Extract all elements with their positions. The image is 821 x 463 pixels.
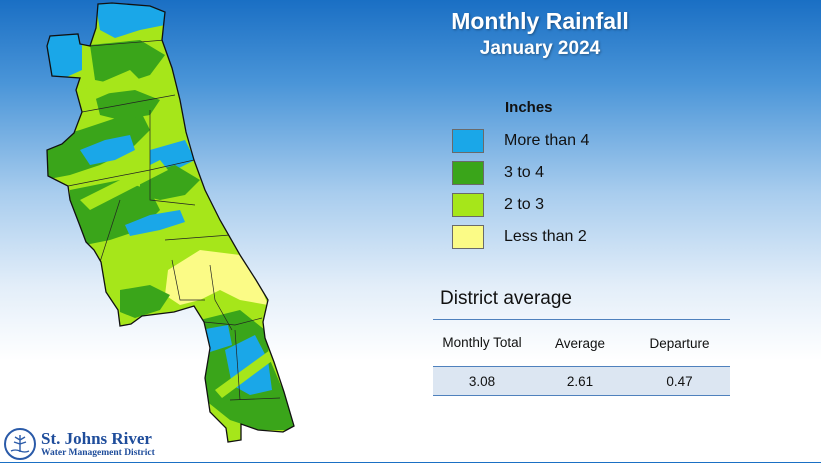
district-outline (46, 2, 295, 443)
rainfall-3-to-4-zone (120, 285, 170, 318)
legend-swatch (452, 225, 484, 249)
rainfall-2-to-3-streak (215, 350, 276, 398)
logo-name: St. Johns River (41, 429, 152, 448)
rainfall-more-than-4-zone (95, 3, 170, 38)
average-value: 2.61 (531, 366, 629, 396)
table-row: 3.08 2.61 0.47 (433, 366, 730, 396)
rainfall-3-to-4-zone (90, 40, 165, 85)
district-average-table: Monthly Total Average Departure 3.08 2.6… (433, 319, 730, 396)
district-area (47, 3, 294, 442)
logo-subtitle: Water Management District (41, 448, 155, 458)
rainfall-less-than-2-zone (165, 250, 268, 305)
legend-label: More than 4 (504, 132, 590, 149)
rainfall-more-than-4-zone (80, 135, 135, 165)
table-header-row: Monthly Total Average Departure (433, 319, 730, 367)
legend-swatch (452, 161, 484, 185)
river-emblem-icon (4, 428, 36, 460)
rainfall-3-to-4-zone (95, 90, 160, 120)
rainfall-more-than-4-zone (125, 210, 185, 236)
monthly-total-value: 3.08 (433, 366, 531, 396)
district-average-title: District average (440, 288, 572, 309)
column-header-monthly-total: Monthly Total (433, 319, 531, 367)
column-header-average: Average (531, 319, 629, 367)
map-subtitle: January 2024 (479, 38, 601, 59)
legend-swatch (452, 193, 484, 217)
county-borders (67, 39, 281, 401)
rainfall-2-to-3-streak (60, 70, 140, 110)
legend-label: 3 to 4 (504, 164, 545, 181)
legend-label: Less than 2 (504, 228, 587, 245)
legend-swatch (452, 129, 484, 153)
legend-label: 2 to 3 (504, 196, 545, 213)
map-title: Monthly Rainfall (451, 8, 629, 34)
rainfall-more-than-4-zone (47, 30, 82, 80)
column-header-departure: Departure (629, 319, 730, 367)
rainfall-2-to-3-streak (80, 160, 168, 210)
legend-title: Inches (505, 99, 553, 116)
departure-value: 0.47 (629, 366, 730, 396)
